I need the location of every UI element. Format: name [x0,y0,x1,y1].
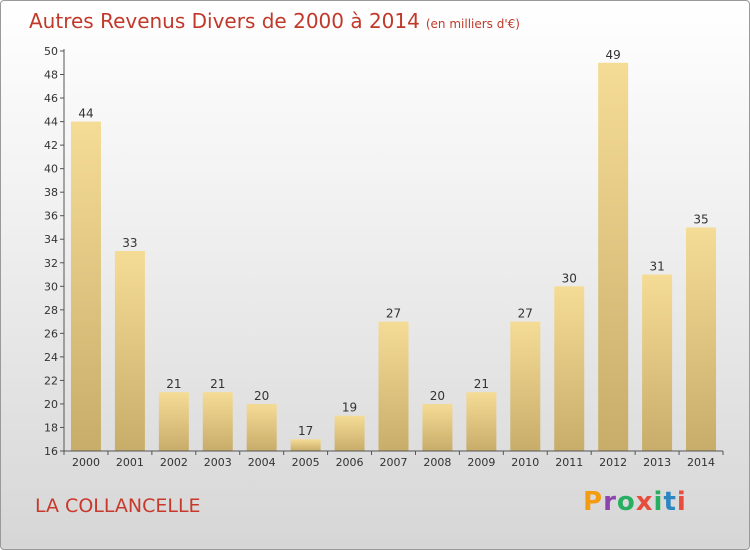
y-tick-label: 16 [44,445,58,458]
y-tick-label: 48 [44,69,58,82]
y-tick-label: 22 [44,374,58,387]
bar-2004 [246,403,277,451]
x-tick-label: 2009 [467,456,495,469]
chart-title-text: Autres Revenus Divers de 2000 à 2014 [29,9,420,33]
x-tick-label: 2011 [555,456,583,469]
bar-value-label: 21 [474,377,489,391]
x-tick-label: 2006 [336,456,364,469]
bars: 44 33 21 21 20 17 19 27 20 21 27 30 49 31 35 [70,48,717,452]
y-tick-label: 40 [44,163,58,176]
bar-value-label: 19 [342,401,357,415]
y-tick-label: 18 [44,421,58,434]
bar-2013 [642,274,673,451]
bar-2007 [378,321,409,451]
x-tick-label: 2005 [292,456,320,469]
chart-unit: (en milliers d'€) [425,17,520,31]
y-tick-label: 20 [44,398,58,411]
bar-2003 [202,392,233,451]
x-tick-label: 2014 [687,456,715,469]
bar-value-label: 21 [166,377,181,391]
bar-2002 [158,392,189,451]
bar-value-label: 20 [430,389,445,403]
bar-2005 [290,439,321,451]
y-tick-label: 26 [44,327,58,340]
bar-2012 [598,62,629,451]
x-tick-label: 2012 [599,456,627,469]
y-tick-label: 38 [44,186,58,199]
bar-2014 [686,227,717,451]
x-tick-label: 2010 [511,456,539,469]
bar-value-label: 49 [606,48,621,62]
x-axis: 2000 2001 2002 2003 2004 2005 2006 2007 2008 2009… [63,450,724,469]
y-tick-label: 30 [44,280,58,293]
x-tick-label: 2003 [204,456,232,469]
bar-value-label: 44 [78,107,93,121]
bar-value-label: 30 [562,271,577,285]
y-tick-label: 28 [44,304,58,317]
y-tick-label: 34 [44,233,58,246]
bar-value-label: 27 [386,307,401,321]
proxiti-logo: Proxiti [583,487,687,517]
y-tick-label: 24 [44,351,58,364]
bar-value-label: 33 [122,236,137,250]
bar-2001 [114,251,145,451]
bar-value-label: 27 [518,307,533,321]
bar-2008 [422,403,453,451]
y-tick-label: 36 [44,210,58,223]
y-tick-label: 42 [44,139,58,152]
y-axis: 16 18 20 22 24 26 28 30 32 34 36 38 40 42 44 46 48 50 [44,45,65,458]
x-tick-label: 2002 [160,456,188,469]
chart-title: Autres Revenus Divers de 2000 à 2014 (en … [29,9,520,33]
commune-name: LA COLLANCELLE [35,495,201,517]
x-tick-label: 2000 [72,456,100,469]
x-tick-label: 2004 [248,456,276,469]
x-tick-label: 2007 [380,456,408,469]
y-tick-label: 32 [44,257,58,270]
y-tick-label: 46 [44,92,58,105]
bar-value-label: 21 [210,377,225,391]
x-tick-label: 2013 [643,456,671,469]
y-tick-label: 50 [44,45,58,58]
bar-2009 [466,392,497,451]
bar-2010 [510,321,541,451]
x-tick-label: 2008 [423,456,451,469]
bar-value-label: 31 [649,260,664,274]
bar-2011 [554,286,585,451]
bar-2000 [70,121,101,452]
bar-value-label: 35 [693,212,708,226]
y-tick-label: 44 [44,116,58,129]
bar-value-label: 17 [298,424,313,438]
bar-value-label: 20 [254,389,269,403]
bar-2006 [334,415,365,451]
x-tick-label: 2001 [116,456,144,469]
